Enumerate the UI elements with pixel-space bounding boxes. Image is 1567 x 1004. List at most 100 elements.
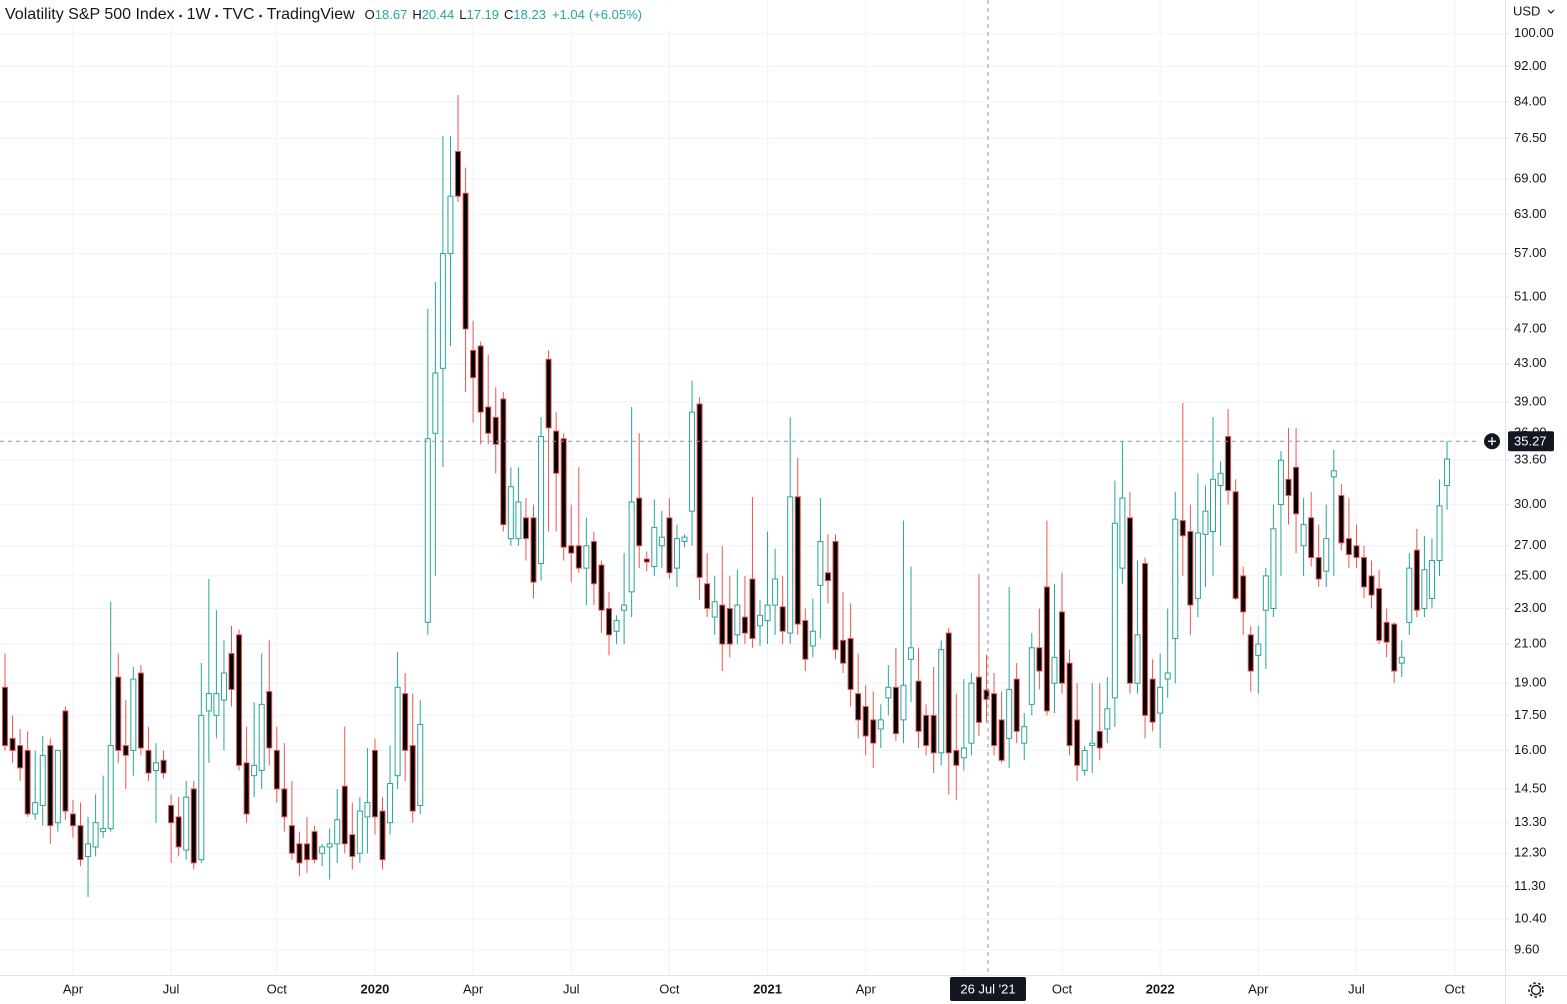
candle-body — [77, 825, 84, 861]
candle-body — [1074, 719, 1081, 766]
candle-body — [130, 678, 137, 751]
candle-body — [115, 676, 122, 751]
candle-body — [326, 843, 333, 848]
candle-body — [870, 719, 877, 744]
candle-body — [409, 745, 416, 812]
candle-body — [1006, 688, 1013, 739]
x-tick-label: 2022 — [1146, 981, 1175, 996]
candle-body — [583, 545, 590, 569]
candle-body — [1126, 517, 1133, 684]
candle-body — [628, 501, 635, 593]
legend-value: 18.67 — [375, 7, 408, 22]
candle-body — [1240, 575, 1247, 613]
currency[interactable]: USD — [1513, 3, 1540, 18]
candle-body — [553, 430, 560, 474]
candle-body — [1104, 708, 1111, 730]
legend-key: L — [459, 7, 466, 22]
candle-body — [787, 496, 794, 634]
candle-body — [530, 517, 537, 583]
symbol-info: TradingView — [267, 6, 355, 23]
candle-body — [1142, 563, 1149, 716]
y-tick-label: 92.00 — [1514, 58, 1547, 73]
x-tick-label: 2020 — [360, 981, 389, 996]
candle-body — [1036, 647, 1043, 672]
candle-body — [54, 749, 61, 824]
candle-body — [69, 813, 76, 827]
candle-body — [1421, 569, 1428, 609]
candle-body — [1413, 549, 1420, 611]
candle-body — [1345, 538, 1352, 556]
candle-body — [1376, 588, 1383, 641]
candle-body — [168, 804, 175, 824]
candle-body — [1187, 531, 1194, 606]
header: Volatility S&P 500 Index 1W TVC TradingView… — [0, 2, 680, 28]
candle-body — [379, 810, 386, 861]
candle-body — [1081, 749, 1088, 771]
candle-body — [1172, 518, 1179, 640]
candle-body — [1247, 634, 1254, 672]
candle-body — [183, 796, 190, 851]
candle-body — [39, 754, 46, 806]
y-tick-label: 33.60 — [1514, 452, 1547, 467]
candle-body — [1436, 505, 1443, 562]
candle-body — [772, 578, 779, 606]
legend-value: 20.44 — [422, 7, 455, 22]
candle-body — [545, 358, 552, 429]
candle-body — [175, 816, 182, 848]
y-tick-label: 13.30 — [1514, 814, 1547, 829]
candle-body — [62, 710, 69, 812]
candle-body — [1277, 459, 1284, 506]
candle-body — [319, 846, 326, 854]
candle-body — [938, 649, 945, 754]
settings-icon[interactable] — [1528, 982, 1544, 998]
y-tick-label: 76.50 — [1514, 130, 1547, 145]
candle-body — [613, 620, 620, 632]
y-tick-label: 10.40 — [1514, 910, 1547, 925]
x-tick-label: 2021 — [753, 981, 782, 996]
candle-body — [1149, 678, 1156, 723]
candle-body — [507, 486, 514, 540]
candle-body — [1383, 621, 1390, 643]
candle-body — [1361, 557, 1367, 588]
candle-body — [485, 406, 492, 434]
add-alert-plus — [1488, 437, 1496, 446]
candle-body — [1353, 545, 1360, 559]
candle-body — [160, 759, 167, 774]
candle-body — [923, 714, 930, 747]
y-tick-label: 69.00 — [1514, 170, 1547, 185]
y-tick-label: 30.00 — [1514, 496, 1547, 511]
legend-key: O — [365, 7, 375, 22]
candle-body — [1119, 497, 1126, 569]
header-separator — [215, 14, 218, 18]
candle-body — [281, 788, 288, 818]
x-tick-label: Oct — [1052, 981, 1073, 996]
candle-body — [439, 253, 446, 369]
candle-body — [764, 604, 771, 622]
symbol-title: Volatility S&P 500 Index — [5, 6, 175, 23]
symbol-info: 1W — [187, 6, 212, 23]
candle-body — [1089, 742, 1096, 747]
candle-body — [198, 714, 205, 861]
candle-body — [251, 764, 258, 777]
candle-body — [915, 680, 922, 732]
candle-body — [538, 436, 545, 565]
candle-body — [862, 706, 869, 737]
candle-body — [145, 749, 152, 774]
candle-body — [968, 682, 975, 744]
candle-body — [824, 572, 831, 582]
candle-body — [296, 843, 303, 864]
candle-body — [394, 686, 401, 777]
candle-body — [651, 526, 658, 568]
candle-body — [334, 819, 341, 845]
x-tick-label: Oct — [1444, 981, 1465, 996]
candle-body — [1315, 557, 1322, 580]
candle-body — [1202, 510, 1209, 535]
candle-body — [892, 686, 899, 735]
legend-value: 18.23 — [513, 7, 546, 22]
candle-body — [153, 762, 159, 771]
y-tick-label: 57.00 — [1514, 245, 1547, 260]
candle-body — [908, 647, 914, 660]
candle-body — [492, 416, 499, 445]
candle-body — [1059, 611, 1065, 684]
